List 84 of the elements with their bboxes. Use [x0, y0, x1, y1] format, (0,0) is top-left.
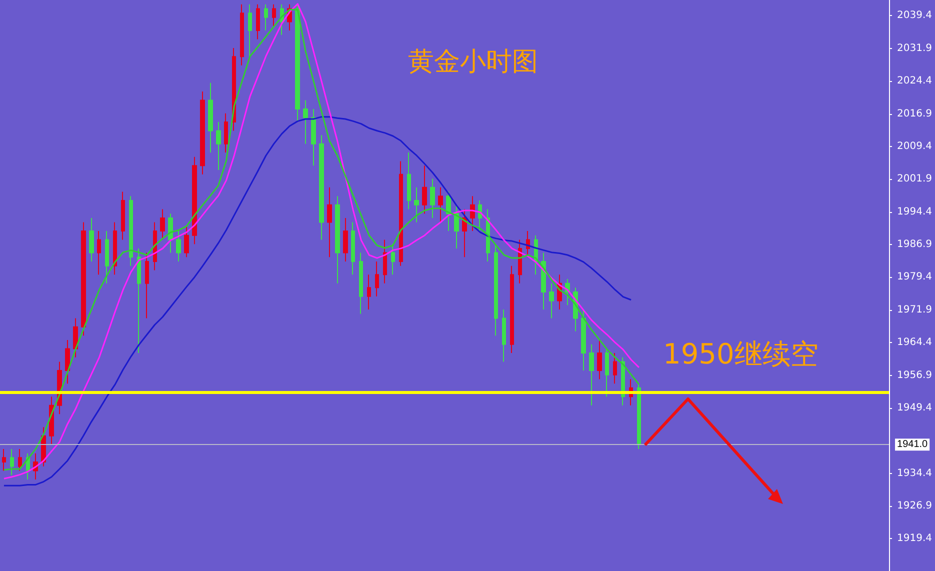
candlestick: [422, 165, 427, 214]
text: 黄金小时图: [408, 47, 538, 77]
candlestick: [129, 196, 133, 266]
candlestick: [383, 239, 387, 284]
y-tick-label: 1986.9: [897, 239, 932, 250]
candlestick: [494, 244, 498, 336]
candlestick: [10, 448, 14, 476]
candlestick: [438, 186, 443, 223]
candlestick: [311, 108, 316, 166]
y-tick-label: 1994.4: [897, 206, 932, 218]
candlestick: [248, 4, 252, 58]
candlestick: [184, 226, 189, 258]
candlestick: [272, 4, 276, 27]
y-tick-label: 2001.9: [897, 174, 932, 185]
candlestick: [589, 344, 594, 406]
candlestick: [454, 204, 459, 249]
candlestick: [399, 160, 403, 266]
candlestick: [216, 122, 221, 170]
y-tick-label: 2031.9: [897, 42, 932, 54]
candlestick: [264, 4, 268, 32]
y-tick-label: 2039.4: [897, 10, 932, 22]
annotation: 1950继续空: [663, 338, 818, 370]
y-tick-label: 1971.9: [897, 304, 932, 316]
candlestick: [168, 213, 173, 254]
candlestick: [327, 186, 332, 258]
candlestick: [18, 448, 22, 472]
candlestick: [549, 282, 554, 319]
candlestick: [407, 152, 411, 210]
y-tick-label: 1926.9: [897, 500, 932, 512]
y-tick-label: 1964.4: [897, 337, 932, 348]
candlestick: [343, 217, 348, 262]
y-tick-label: 1979.4: [897, 272, 932, 283]
y-tick-label: 2016.9: [897, 108, 932, 120]
candlestick: [581, 308, 586, 371]
candlestick: [430, 178, 435, 218]
candlestick: [295, 4, 300, 123]
candlestick: [319, 134, 324, 240]
ref-line-label: 1941.0: [897, 439, 928, 450]
candlestick: [414, 186, 419, 223]
candlestick: [613, 352, 617, 384]
candlestick: [65, 339, 70, 384]
y-tick-label: 2024.4: [897, 76, 932, 87]
candlestick: [176, 230, 181, 262]
candlestick: [121, 191, 125, 240]
line-series: [3, 116, 632, 486]
candlestick: [137, 248, 141, 354]
candlestick: [153, 222, 157, 271]
candlestick: [2, 448, 6, 472]
candlestick: [81, 222, 86, 336]
candlestick: [478, 200, 482, 232]
y-tick-label: 1919.4: [897, 533, 932, 544]
y-tick-label: 1934.4: [897, 468, 932, 479]
y-tick-label: 1949.4: [897, 402, 932, 414]
candlestick: [367, 274, 371, 310]
candlestick: [470, 196, 475, 232]
candlestick: [518, 239, 522, 284]
candlestick: [605, 348, 609, 398]
candlestick: [637, 383, 641, 450]
candlestick: [89, 217, 94, 262]
candlestick: [224, 112, 228, 154]
candlestick: [145, 252, 149, 319]
candlestick: [335, 196, 340, 284]
y-tick-label: 1956.9: [897, 370, 932, 381]
candlestick: [303, 100, 308, 144]
candlestick: [256, 4, 260, 40]
y-tick-label: 2009.4: [897, 140, 932, 152]
candlestick: [240, 4, 244, 66]
candlestick: [192, 156, 197, 245]
candlestick: [160, 208, 165, 240]
candlestick: [73, 318, 78, 358]
candlestick: [200, 91, 205, 175]
candlestick: [208, 82, 213, 154]
candlestick: [351, 222, 355, 276]
candlestick: [359, 252, 363, 314]
candlestick: [510, 265, 514, 354]
candlestick: [97, 230, 101, 276]
candlestick: [113, 222, 117, 276]
candlestick: [502, 308, 506, 362]
candlestick: [462, 208, 467, 258]
candlestick: [391, 244, 395, 276]
candlestick: [446, 191, 451, 232]
candlestick: [105, 230, 109, 284]
candlestick: [597, 339, 602, 380]
candlestick: [375, 261, 379, 297]
